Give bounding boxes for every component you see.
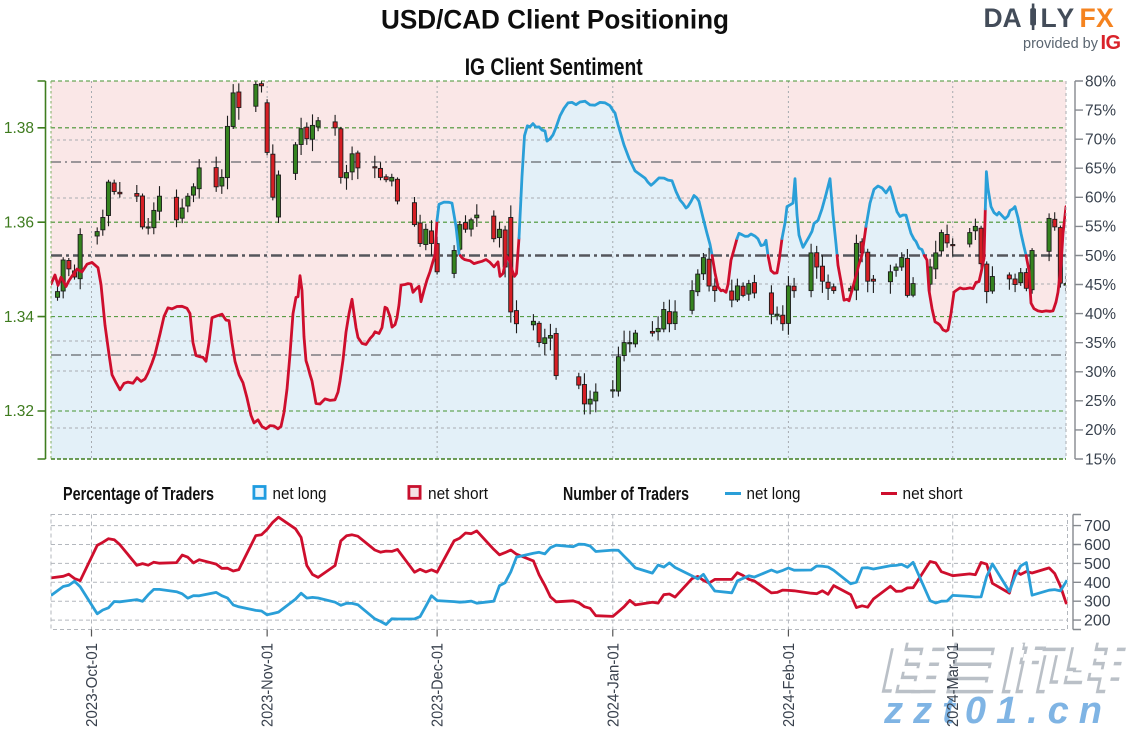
- svg-text:2023-Nov-01: 2023-Nov-01: [260, 643, 277, 727]
- svg-text:2024-Feb-01: 2024-Feb-01: [781, 643, 798, 727]
- svg-text:65%: 65%: [1085, 161, 1116, 178]
- svg-text:X: X: [1096, 3, 1114, 33]
- svg-text:IG: IG: [1101, 32, 1121, 54]
- svg-text:zzt01.cn: zzt01.cn: [883, 690, 1112, 732]
- svg-text:Number of Traders: Number of Traders: [563, 484, 689, 504]
- svg-text:net short: net short: [428, 484, 488, 503]
- svg-text:2023-Dec-01: 2023-Dec-01: [430, 643, 447, 727]
- svg-text:20%: 20%: [1085, 422, 1116, 439]
- svg-text:70%: 70%: [1085, 132, 1116, 149]
- svg-text:300: 300: [1084, 594, 1111, 611]
- svg-text:35%: 35%: [1085, 335, 1116, 352]
- svg-text:1.38: 1.38: [4, 120, 34, 137]
- svg-text:200: 200: [1084, 613, 1111, 630]
- svg-text:1.36: 1.36: [4, 214, 34, 231]
- svg-text:net long: net long: [273, 484, 327, 503]
- svg-text:USD/CAD Client Positioning: USD/CAD Client Positioning: [381, 5, 729, 35]
- svg-text:provided by: provided by: [1023, 36, 1099, 52]
- svg-text:45%: 45%: [1085, 277, 1116, 294]
- svg-text:1.34: 1.34: [4, 309, 35, 326]
- svg-text:Y: Y: [1057, 3, 1075, 33]
- svg-text:15%: 15%: [1085, 451, 1116, 468]
- svg-text:A: A: [1003, 3, 1022, 33]
- svg-text:L: L: [1041, 3, 1057, 33]
- svg-text:F: F: [1080, 3, 1096, 33]
- svg-text:400: 400: [1084, 575, 1111, 592]
- svg-text:Percentage of Traders: Percentage of Traders: [63, 484, 214, 504]
- svg-text:50%: 50%: [1085, 248, 1116, 265]
- svg-text:700: 700: [1084, 518, 1111, 535]
- svg-text:75%: 75%: [1085, 102, 1116, 119]
- svg-text:2024-Jan-01: 2024-Jan-01: [605, 643, 622, 727]
- svg-text:net short: net short: [903, 484, 963, 503]
- svg-text:60%: 60%: [1085, 190, 1116, 207]
- svg-text:25%: 25%: [1085, 393, 1116, 410]
- svg-text:55%: 55%: [1085, 219, 1116, 236]
- svg-text:1.32: 1.32: [4, 403, 34, 420]
- svg-text:net long: net long: [747, 484, 801, 503]
- svg-text:80%: 80%: [1085, 73, 1116, 90]
- svg-text:IG Client Sentiment: IG Client Sentiment: [465, 54, 643, 81]
- svg-text:D: D: [984, 3, 1003, 33]
- svg-text:2024-Mar-01: 2024-Mar-01: [945, 643, 962, 727]
- svg-text:30%: 30%: [1085, 364, 1116, 381]
- svg-text:40%: 40%: [1085, 306, 1116, 323]
- svg-text:600: 600: [1084, 537, 1111, 554]
- svg-text:2023-Oct-01: 2023-Oct-01: [84, 643, 101, 727]
- svg-text:500: 500: [1084, 556, 1111, 573]
